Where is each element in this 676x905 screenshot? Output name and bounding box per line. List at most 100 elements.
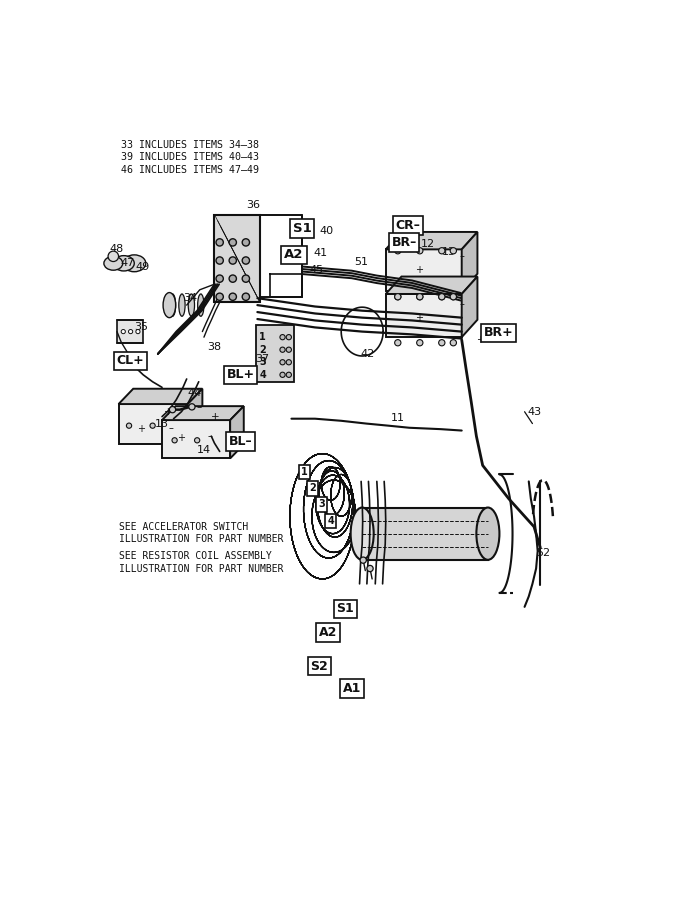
Polygon shape — [386, 250, 462, 291]
Text: ILLUSTRATION FOR PART NUMBER: ILLUSTRATION FOR PART NUMBER — [118, 534, 283, 544]
Ellipse shape — [104, 256, 123, 271]
Circle shape — [170, 406, 176, 413]
Ellipse shape — [163, 292, 176, 318]
Text: 3: 3 — [318, 500, 324, 510]
Ellipse shape — [188, 294, 195, 316]
Circle shape — [242, 239, 249, 246]
Text: –: – — [459, 252, 464, 262]
Text: 13: 13 — [155, 419, 169, 429]
Text: –: – — [208, 431, 213, 441]
Circle shape — [395, 248, 401, 254]
Circle shape — [242, 257, 249, 264]
Text: 45: 45 — [309, 265, 323, 275]
Text: –: – — [196, 402, 201, 412]
Text: CL+: CL+ — [117, 355, 145, 367]
Circle shape — [416, 293, 423, 300]
Circle shape — [280, 359, 285, 365]
Circle shape — [360, 557, 366, 563]
Circle shape — [395, 293, 401, 300]
Polygon shape — [118, 404, 188, 444]
Circle shape — [286, 348, 291, 352]
Text: A1: A1 — [343, 681, 361, 695]
Circle shape — [280, 372, 285, 377]
Text: 36: 36 — [246, 200, 260, 210]
Text: 35: 35 — [134, 322, 148, 332]
Text: BL+: BL+ — [226, 368, 255, 381]
Text: 38: 38 — [208, 342, 222, 352]
Text: +: + — [177, 433, 185, 443]
Polygon shape — [462, 277, 477, 338]
Text: 13: 13 — [441, 247, 456, 257]
Text: SEE RESISTOR COIL ASSEMBLY: SEE RESISTOR COIL ASSEMBLY — [118, 551, 271, 561]
Ellipse shape — [477, 508, 500, 560]
Text: 46 INCLUDES ITEMS 47–49: 46 INCLUDES ITEMS 47–49 — [121, 165, 259, 175]
FancyBboxPatch shape — [117, 320, 143, 343]
Circle shape — [286, 359, 291, 365]
Text: CR–: CR– — [396, 219, 420, 233]
Polygon shape — [162, 420, 230, 459]
Text: 34: 34 — [183, 293, 197, 303]
Circle shape — [450, 248, 456, 254]
Text: 14: 14 — [197, 445, 211, 455]
Circle shape — [280, 348, 285, 352]
Circle shape — [439, 248, 445, 254]
Text: 1: 1 — [260, 332, 266, 342]
Text: 41: 41 — [313, 248, 327, 258]
Text: BR+: BR+ — [483, 327, 513, 339]
Circle shape — [416, 248, 423, 254]
Circle shape — [450, 293, 456, 300]
Text: +: + — [415, 312, 422, 323]
Polygon shape — [386, 232, 477, 250]
Text: 4: 4 — [260, 370, 266, 380]
Circle shape — [395, 339, 401, 346]
Polygon shape — [214, 214, 260, 302]
Text: SEE ACCELERATOR SWITCH: SEE ACCELERATOR SWITCH — [118, 521, 248, 532]
Text: 51: 51 — [354, 257, 368, 267]
Polygon shape — [462, 232, 477, 291]
Text: –: – — [459, 299, 464, 309]
Text: 40: 40 — [320, 225, 333, 235]
Circle shape — [439, 293, 445, 300]
Ellipse shape — [178, 294, 185, 316]
Circle shape — [416, 293, 423, 300]
Text: +: + — [137, 424, 145, 434]
Circle shape — [216, 275, 223, 282]
Circle shape — [121, 329, 125, 334]
Circle shape — [126, 423, 132, 428]
Circle shape — [229, 239, 237, 246]
Text: A2: A2 — [319, 626, 337, 639]
Circle shape — [172, 438, 177, 443]
Circle shape — [242, 293, 249, 300]
Text: 42: 42 — [360, 349, 375, 359]
Circle shape — [229, 293, 237, 300]
Text: 12: 12 — [420, 239, 435, 249]
Text: S1: S1 — [337, 603, 354, 615]
Text: A2: A2 — [285, 249, 304, 262]
Text: +: + — [415, 265, 422, 275]
Text: +: + — [164, 406, 172, 416]
Circle shape — [439, 339, 445, 346]
Text: 52: 52 — [536, 548, 550, 558]
Text: 47: 47 — [120, 258, 135, 268]
Text: 2: 2 — [309, 483, 316, 493]
Ellipse shape — [170, 294, 176, 316]
Circle shape — [136, 329, 140, 334]
Text: 1: 1 — [301, 467, 308, 477]
Text: S2: S2 — [310, 660, 328, 672]
Circle shape — [450, 339, 456, 346]
Text: +: + — [476, 335, 484, 345]
FancyBboxPatch shape — [362, 508, 488, 560]
Text: 4: 4 — [327, 516, 334, 526]
Polygon shape — [386, 277, 477, 294]
Text: 49: 49 — [135, 262, 149, 272]
Polygon shape — [118, 389, 202, 404]
Circle shape — [242, 275, 249, 282]
Text: 3: 3 — [260, 357, 266, 367]
Ellipse shape — [351, 508, 374, 560]
Circle shape — [216, 257, 223, 264]
Text: BR–: BR– — [391, 236, 416, 249]
Polygon shape — [230, 406, 244, 459]
Text: +: + — [211, 412, 220, 422]
Text: –: – — [168, 423, 173, 433]
Circle shape — [280, 335, 285, 339]
